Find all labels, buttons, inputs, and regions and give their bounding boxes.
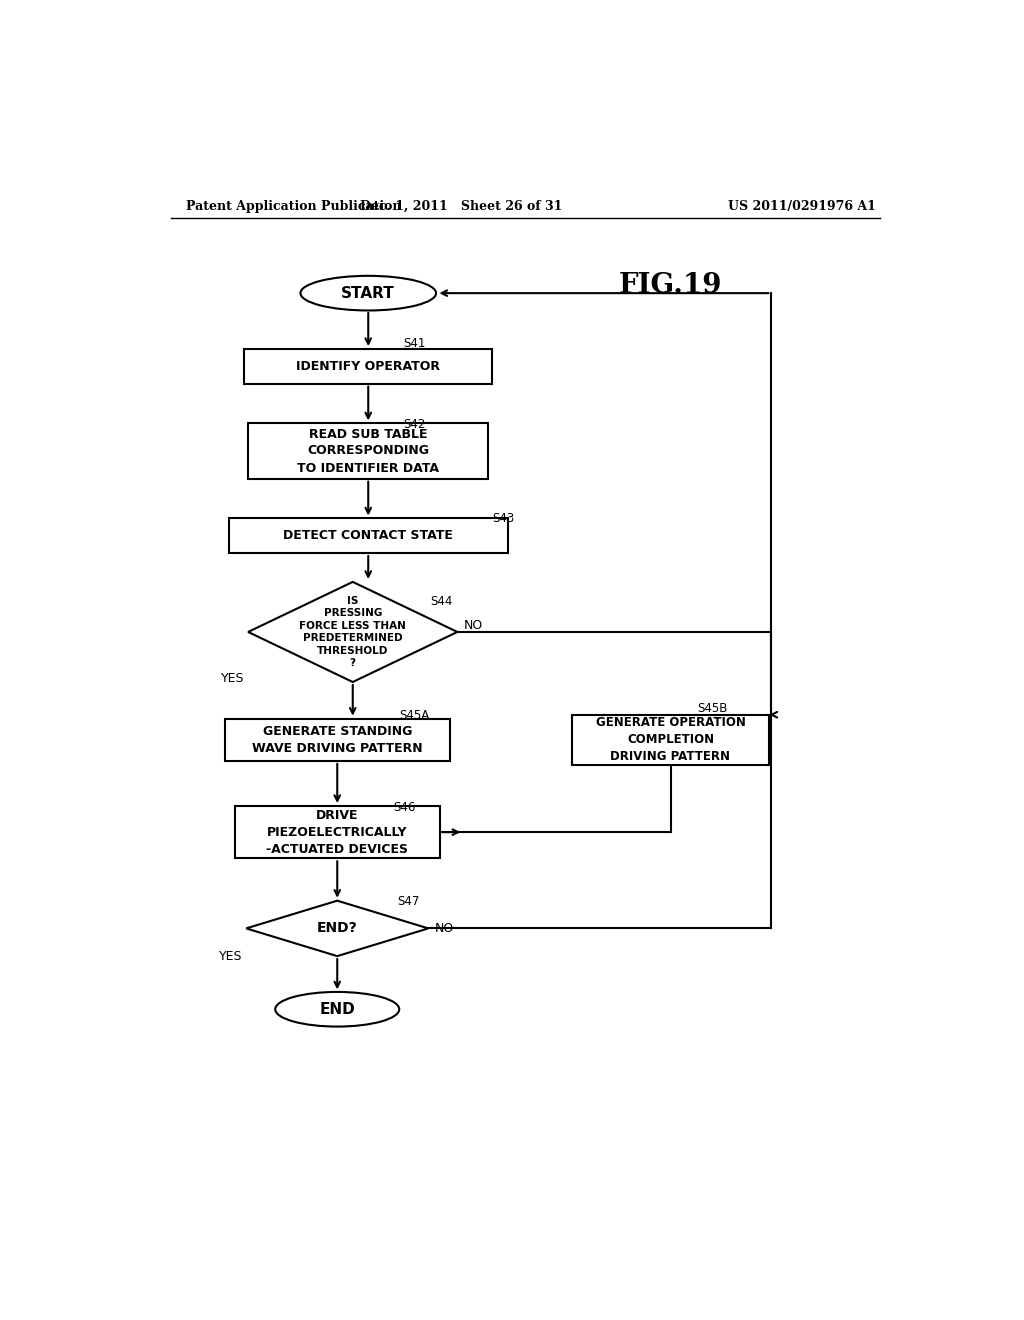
Text: START: START <box>341 285 395 301</box>
Bar <box>228 519 508 553</box>
Text: Patent Application Publication: Patent Application Publication <box>186 199 401 213</box>
Text: IDENTIFY OPERATOR: IDENTIFY OPERATOR <box>296 360 440 372</box>
Text: DETECT CONTACT STATE: DETECT CONTACT STATE <box>284 529 454 543</box>
Ellipse shape <box>275 991 399 1027</box>
Text: S44: S44 <box>430 594 453 607</box>
Text: Dec. 1, 2011   Sheet 26 of 31: Dec. 1, 2011 Sheet 26 of 31 <box>360 199 562 213</box>
Text: FIG.19: FIG.19 <box>618 272 722 298</box>
Text: S41: S41 <box>403 337 426 350</box>
Bar <box>234 807 440 858</box>
Text: S45B: S45B <box>697 702 728 715</box>
Text: GENERATE STANDING
WAVE DRIVING PATTERN: GENERATE STANDING WAVE DRIVING PATTERN <box>252 725 423 755</box>
Text: S43: S43 <box>493 512 514 525</box>
Text: READ SUB TABLE
CORRESPONDING
TO IDENTIFIER DATA: READ SUB TABLE CORRESPONDING TO IDENTIFI… <box>297 428 439 474</box>
Text: NO: NO <box>434 921 454 935</box>
Text: S42: S42 <box>403 417 426 430</box>
Text: S46: S46 <box>393 801 416 814</box>
Polygon shape <box>248 582 458 682</box>
Text: S47: S47 <box>397 895 420 908</box>
Bar <box>245 348 493 384</box>
Ellipse shape <box>300 276 436 310</box>
Text: S45A: S45A <box>399 709 429 722</box>
Text: US 2011/0291976 A1: US 2011/0291976 A1 <box>728 199 877 213</box>
Text: YES: YES <box>219 949 243 962</box>
Text: DRIVE
PIEZOELECTRICALLY
-ACTUATED DEVICES: DRIVE PIEZOELECTRICALLY -ACTUATED DEVICE… <box>266 809 409 855</box>
Text: END?: END? <box>316 921 357 936</box>
Bar <box>225 718 450 760</box>
Polygon shape <box>246 900 428 956</box>
Text: END: END <box>319 1002 355 1016</box>
Text: NO: NO <box>464 619 483 632</box>
Bar <box>571 714 769 764</box>
Text: IS
PRESSING
FORCE LESS THAN
PREDETERMINED
THRESHOLD
?: IS PRESSING FORCE LESS THAN PREDETERMINE… <box>299 595 407 668</box>
Bar <box>248 424 488 479</box>
Text: GENERATE OPERATION
COMPLETION
DRIVING PATTERN: GENERATE OPERATION COMPLETION DRIVING PA… <box>596 717 745 763</box>
Text: YES: YES <box>221 672 245 685</box>
